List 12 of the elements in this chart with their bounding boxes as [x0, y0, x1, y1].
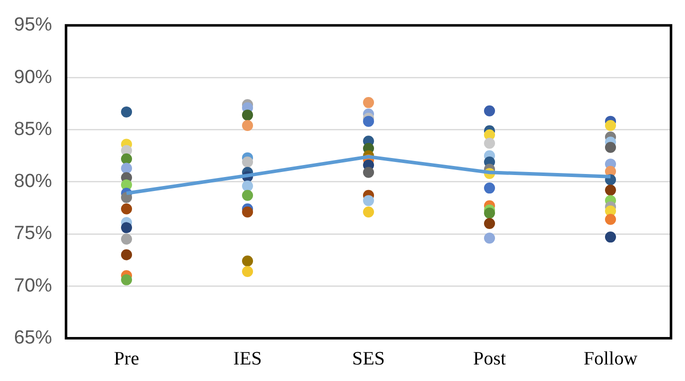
- x-tick-label: IES: [233, 348, 262, 370]
- y-tick-label: 85%: [14, 118, 52, 140]
- x-tick-label: Pre: [114, 348, 140, 370]
- y-tick-label: 75%: [14, 223, 52, 244]
- x-tick-label: SES: [352, 348, 385, 370]
- x-tick-label: Follow: [584, 348, 638, 370]
- y-tick-label: 95%: [14, 14, 52, 36]
- y-tick-label: 70%: [14, 275, 52, 296]
- y-tick-label: 80%: [14, 171, 52, 192]
- y-tick-label: 65%: [14, 327, 52, 348]
- y-tick-label: 90%: [14, 66, 52, 88]
- x-tick-label: Post: [473, 348, 507, 370]
